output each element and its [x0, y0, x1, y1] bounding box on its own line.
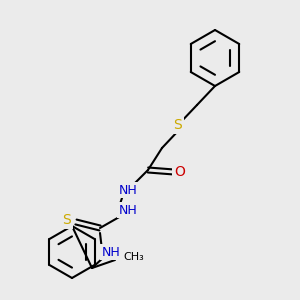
Text: NH: NH	[118, 184, 137, 196]
Text: S: S	[62, 213, 71, 227]
Text: S: S	[174, 118, 182, 132]
Text: NH: NH	[118, 203, 137, 217]
Text: CH₃: CH₃	[123, 252, 144, 262]
Text: O: O	[175, 165, 185, 179]
Text: NH: NH	[102, 245, 120, 259]
